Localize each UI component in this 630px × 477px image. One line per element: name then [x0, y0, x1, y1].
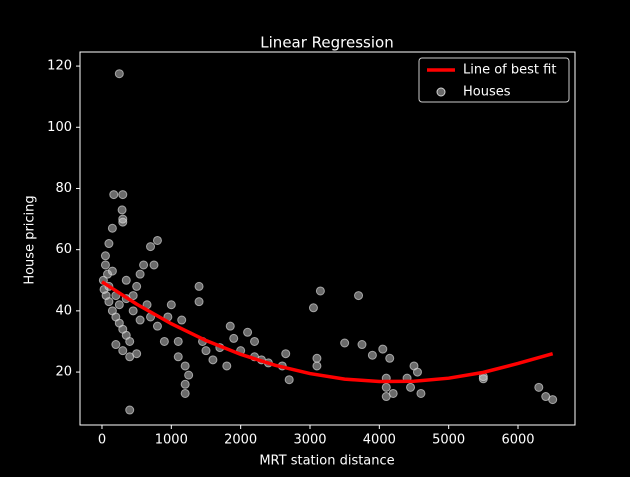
- house-point: [225, 321, 235, 331]
- house-point: [315, 286, 325, 296]
- house-point: [159, 336, 169, 346]
- house-point: [117, 205, 127, 215]
- house-point: [118, 190, 128, 200]
- x-tick-label: 3000: [293, 433, 326, 448]
- house-point: [152, 321, 162, 331]
- x-tick-label: 1000: [155, 433, 188, 448]
- x-tick-label: 4000: [363, 433, 396, 448]
- house-point: [534, 382, 544, 392]
- house-point: [166, 300, 176, 310]
- house-point: [354, 291, 364, 301]
- house-point: [173, 352, 183, 362]
- house-point: [146, 242, 156, 252]
- house-point: [125, 405, 135, 415]
- x-axis-label: MRT station distance: [259, 454, 394, 469]
- house-point: [152, 235, 162, 245]
- house-point: [180, 379, 190, 389]
- house-point: [388, 388, 398, 398]
- house-point: [308, 303, 318, 313]
- legend-label: Houses: [463, 85, 511, 100]
- house-point: [381, 382, 391, 392]
- house-point: [132, 349, 142, 359]
- house-point: [312, 353, 322, 363]
- y-tick-label: 40: [55, 303, 72, 318]
- house-point: [378, 344, 388, 354]
- house-point: [104, 297, 114, 307]
- legend-box: [418, 57, 570, 103]
- y-tick-label: 80: [55, 181, 72, 196]
- house-point: [173, 336, 183, 346]
- house-point: [132, 281, 142, 291]
- house-point: [229, 333, 239, 343]
- house-point: [194, 297, 204, 307]
- house-point: [118, 217, 128, 227]
- house-point: [416, 388, 426, 398]
- house-point: [340, 338, 350, 348]
- house-point: [104, 239, 114, 249]
- x-tick-label: 2000: [224, 433, 257, 448]
- house-point: [250, 336, 260, 346]
- house-point: [114, 69, 124, 79]
- house-point: [149, 260, 159, 270]
- chart-title: Linear Regression: [260, 34, 393, 52]
- house-point: [385, 353, 395, 363]
- house-point: [135, 269, 145, 279]
- y-axis-label: House pricing: [23, 195, 38, 284]
- y-tick-label: 120: [47, 59, 72, 74]
- house-point: [184, 370, 194, 380]
- house-point: [128, 306, 138, 316]
- house-point: [100, 251, 110, 261]
- house-point: [194, 281, 204, 291]
- house-point: [222, 361, 232, 371]
- house-point: [109, 190, 119, 200]
- house-point: [412, 367, 422, 377]
- house-point: [284, 375, 294, 385]
- house-point: [139, 260, 149, 270]
- axes-frame: [79, 51, 576, 426]
- house-point: [201, 346, 211, 356]
- house-point: [121, 275, 131, 285]
- house-point: [177, 315, 187, 325]
- house-point: [312, 361, 322, 371]
- x-tick-label: 0: [98, 433, 106, 448]
- house-point: [107, 266, 117, 276]
- legend-label: Line of best fit: [463, 63, 556, 78]
- house-point: [118, 346, 128, 356]
- house-point: [243, 327, 253, 337]
- y-tick-label: 20: [55, 365, 72, 380]
- house-point: [208, 355, 218, 365]
- house-point: [367, 350, 377, 360]
- house-point: [114, 300, 124, 310]
- fit-line: [101, 280, 554, 384]
- house-point: [107, 223, 117, 233]
- x-tick-label: 5000: [432, 433, 465, 448]
- house-point: [100, 260, 110, 270]
- house-point: [135, 315, 145, 325]
- house-point: [281, 349, 291, 359]
- house-point: [548, 395, 558, 405]
- house-point: [357, 340, 367, 350]
- legend-marker: [436, 87, 446, 97]
- house-point: [111, 340, 121, 350]
- y-tick-label: 100: [47, 120, 72, 135]
- house-point: [180, 361, 190, 371]
- house-point: [180, 388, 190, 398]
- house-point: [125, 336, 135, 346]
- house-point: [406, 382, 416, 392]
- x-tick-label: 6000: [501, 433, 534, 448]
- y-tick-label: 60: [55, 242, 72, 257]
